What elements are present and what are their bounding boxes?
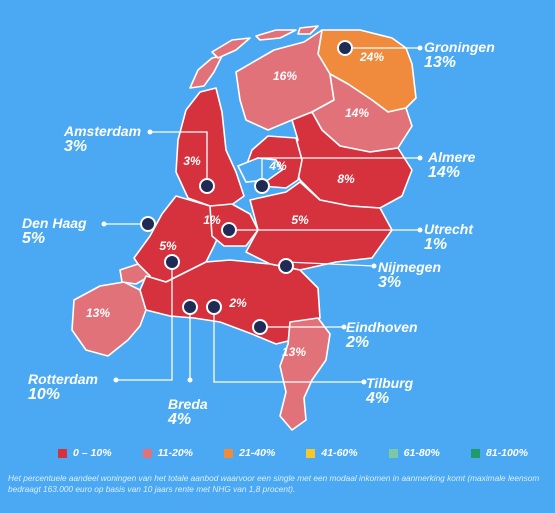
pct-noord-brabant: 2% xyxy=(228,296,247,310)
city-pct-utrecht: 1% xyxy=(424,235,448,253)
pct-flevoland: 4% xyxy=(268,159,287,173)
city-pct-tilburg: 4% xyxy=(366,389,390,407)
province-limburg xyxy=(279,317,331,431)
city-name-groningen: Groningen xyxy=(424,39,495,55)
city-pct-amsterdam: 3% xyxy=(64,137,88,155)
city-name-den-haag: Den Haag xyxy=(22,215,87,231)
province-zeeland xyxy=(71,281,147,357)
city-name-amsterdam: Amsterdam xyxy=(64,123,142,139)
pct-zuid-holland: 5% xyxy=(159,239,177,253)
city-name-breda: Breda xyxy=(168,396,208,412)
pin-rotterdam xyxy=(164,254,180,270)
city-pct-breda: 4% xyxy=(168,410,192,428)
legend-item-0-10: 0 – 10% xyxy=(58,447,112,459)
pin-almere xyxy=(254,178,270,194)
legend-swatch xyxy=(306,448,316,458)
legend-item-81-100: 81-100% xyxy=(470,447,528,459)
legend-swatch xyxy=(224,448,234,458)
pin-tilburg xyxy=(206,299,222,315)
pct-overijssel: 8% xyxy=(337,172,355,186)
legend-swatch xyxy=(142,448,152,458)
city-name-almere: Almere xyxy=(428,149,476,165)
legend: 0 – 10% 11-20% 21-40% 41-60% 61-80% 81-1… xyxy=(58,446,528,460)
label-breda: Breda 4% xyxy=(168,397,214,428)
pin-eindhoven xyxy=(252,319,268,335)
pct-gelderland: 5% xyxy=(291,213,309,227)
legend-swatch xyxy=(470,448,480,458)
legend-item-61-80: 61-80% xyxy=(388,447,440,459)
legend-item-11-20: 11-20% xyxy=(142,447,194,459)
legend-label: 0 – 10% xyxy=(73,447,112,459)
label-den-haag: Den Haag 5% xyxy=(22,216,100,247)
city-pct-eindhoven: 2% xyxy=(346,333,370,351)
province-percentages: 24% 16% 14% 3% 4% 8% 1% 5% 5% 13% 2% 13% xyxy=(86,50,384,359)
wadden-islands xyxy=(189,25,319,89)
pct-noord-holland: 3% xyxy=(183,154,201,168)
pct-groningen: 24% xyxy=(359,50,384,64)
pin-breda xyxy=(182,299,198,315)
pin-den-haag xyxy=(140,216,156,232)
legend-item-21-40: 21-40% xyxy=(224,447,275,459)
pct-limburg: 13% xyxy=(282,345,306,359)
city-pct-rotterdam: 10% xyxy=(28,385,61,403)
city-pct-nijmegen: 3% xyxy=(378,273,402,291)
label-rotterdam: Rotterdam 10% xyxy=(28,372,116,403)
pct-utrecht: 1% xyxy=(203,213,221,227)
footnote: Het percentuele aandeel woningen van het… xyxy=(8,473,540,494)
pct-drenthe: 14% xyxy=(345,106,369,120)
city-name-eindhoven: Eindhoven xyxy=(346,319,418,335)
city-name-utrecht: Utrecht xyxy=(424,221,474,237)
legend-label: 21-40% xyxy=(239,447,276,459)
label-almere: Almere 14% xyxy=(428,150,488,181)
pin-amsterdam xyxy=(199,178,215,194)
label-groningen: Groningen 13% xyxy=(424,40,516,71)
city-pct-groningen: 13% xyxy=(424,53,457,71)
city-pct-den-haag: 5% xyxy=(22,229,46,247)
label-amsterdam: Amsterdam 3% xyxy=(64,124,154,155)
pin-groningen xyxy=(337,40,353,56)
legend-label: 41-60% xyxy=(321,447,358,459)
legend-item-41-60: 41-60% xyxy=(306,447,358,459)
legend-label: 81-100% xyxy=(485,447,528,459)
province-gelderland xyxy=(245,181,393,271)
pct-zeeland: 13% xyxy=(86,306,110,320)
label-tilburg: Tilburg 4% xyxy=(366,376,450,407)
leader-lines xyxy=(101,45,423,385)
city-name-nijmegen: Nijmegen xyxy=(378,259,442,275)
city-name-tilburg: Tilburg xyxy=(366,375,414,391)
legend-label: 11-20% xyxy=(157,447,194,459)
label-utrecht: Utrecht 1% xyxy=(424,222,494,253)
legend-label: 61-80% xyxy=(403,447,440,459)
city-name-rotterdam: Rotterdam xyxy=(28,371,99,387)
legend-swatch xyxy=(388,448,398,458)
legend-swatch xyxy=(58,448,67,458)
city-pct-almere: 14% xyxy=(428,163,461,181)
pin-utrecht xyxy=(221,222,237,238)
label-eindhoven: Eindhoven 2% xyxy=(346,320,438,351)
pct-friesland: 16% xyxy=(273,69,297,83)
pin-nijmegen xyxy=(278,258,294,274)
city-pins xyxy=(140,40,353,335)
label-nijmegen: Nijmegen 3% xyxy=(378,260,460,291)
